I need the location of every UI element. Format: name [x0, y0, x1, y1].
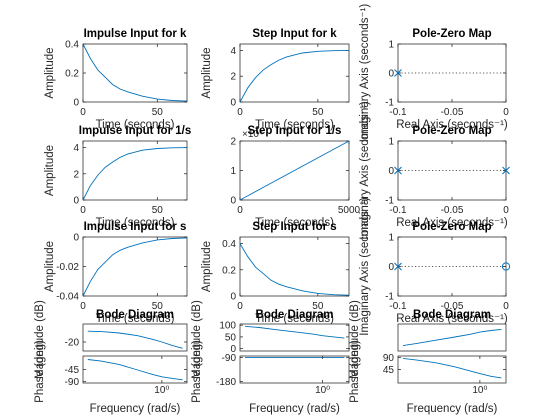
y-axis-label: Phase (deg)	[349, 340, 361, 403]
y-axis-label: Amplitude	[201, 47, 213, 98]
x-tick-label: 0	[237, 107, 243, 118]
y-tick-label: 1	[388, 137, 394, 148]
phase-frame	[240, 356, 349, 383]
y-tick-label: -90	[222, 353, 237, 364]
axes-title: Impulse Input for k	[84, 28, 187, 40]
y-tick-label: -90	[65, 377, 80, 388]
y-tick-label: 1	[230, 166, 236, 177]
x-tick-label: 0	[80, 205, 86, 216]
y-tick-label: 0	[73, 233, 79, 244]
magnitude-frame	[83, 324, 187, 351]
plot-frame	[83, 44, 187, 102]
axes-title: Bode Diagram	[96, 309, 174, 321]
y-tick-label: 0	[73, 98, 79, 109]
y-axis-label: Amplitude	[201, 241, 213, 292]
axes-title: Bode Diagram	[256, 309, 334, 321]
axes-title: Impulse Input for 1/s	[79, 125, 191, 137]
axes-title: Pole-Zero Map	[412, 125, 491, 137]
plot-frame	[240, 44, 349, 102]
y-tick-label: 0	[73, 196, 79, 207]
y-tick-label: 100	[219, 321, 236, 332]
x-axis-label: Frequency (rad/s)	[407, 403, 498, 415]
x-tick-label: 0	[80, 107, 86, 118]
y-tick-label: 0.4	[222, 239, 236, 250]
y-tick-label: 0	[230, 98, 236, 109]
y-tick-label: 90	[383, 353, 395, 364]
x-axis-label: Frequency (rad/s)	[249, 403, 340, 415]
plot-frame	[240, 237, 349, 296]
y-axis-label: Amplitude	[44, 47, 56, 98]
axes-title: Step Input for s	[252, 221, 336, 233]
y-tick-label: 0	[388, 166, 394, 177]
x-tick-label: 10⁰	[315, 385, 330, 396]
y-axis-label: Amplitude	[44, 145, 56, 196]
x-tick-label: -0.1	[389, 107, 407, 118]
x-tick-label: -0.05	[441, 205, 464, 216]
y-tick-label: 1	[388, 40, 394, 51]
x-tick-label: 10⁰	[154, 385, 169, 396]
x-tick-label: 0	[503, 301, 509, 312]
y-tick-label: 2	[230, 137, 236, 148]
axes-title: Impulse Input for s	[84, 221, 187, 233]
x-tick-label: 5000	[338, 205, 361, 216]
y-axis-label: Phase (deg)	[34, 340, 46, 403]
x-axis-label: Frequency (rad/s)	[90, 403, 181, 415]
axes-title: Pole-Zero Map	[412, 28, 491, 40]
y-tick-label: 0	[388, 262, 394, 273]
y-tick-label: -45	[65, 365, 80, 376]
y-tick-label: 0	[388, 69, 394, 80]
axes-title: Step Input for k	[252, 28, 337, 40]
x-tick-label: 50	[152, 205, 164, 216]
y-axis-label: Amplitude	[44, 241, 56, 292]
magnitude-frame	[240, 324, 349, 351]
y-tick-label: 0.2	[65, 69, 79, 80]
y-tick-label: 2	[230, 72, 236, 83]
y-tick-label: 0.2	[222, 265, 236, 276]
x-tick-label: -0.1	[389, 301, 407, 312]
y-tick-label: 0	[230, 292, 236, 303]
y-tick-label: 0	[230, 196, 236, 207]
y-tick-label: 4	[73, 143, 79, 154]
x-tick-label: 0	[237, 205, 243, 216]
x-tick-label: 0	[80, 301, 86, 312]
x-tick-label: 0	[237, 301, 243, 312]
y-tick-label: -20	[65, 338, 80, 349]
axes-title: Pole-Zero Map	[412, 221, 491, 233]
x-tick-label: 0	[503, 107, 509, 118]
x-tick-label: 10⁰	[472, 385, 487, 396]
x-tick-label: 50	[152, 107, 164, 118]
y-axis-label: Phase (deg)	[191, 340, 203, 403]
y-tick-label: -0.04	[56, 292, 79, 303]
x-tick-label: 50	[312, 107, 324, 118]
plot-frame	[83, 141, 187, 200]
y-tick-label: -0.02	[56, 262, 79, 273]
x-tick-label: 0	[503, 205, 509, 216]
axes-title: Bode Diagram	[413, 309, 491, 321]
plot-frame	[83, 237, 187, 296]
x-tick-label: -0.1	[389, 205, 407, 216]
y-tick-label: 45	[383, 365, 395, 376]
x-tick-label: -0.05	[441, 107, 464, 118]
y-tick-label: 0.4	[65, 40, 79, 51]
y-tick-label: -180	[216, 377, 236, 388]
y-tick-label: 4	[230, 46, 236, 57]
axes-title: Step Input for 1/s	[248, 125, 342, 137]
y-tick-label: 2	[73, 169, 79, 180]
y-tick-label: 50	[225, 332, 237, 343]
y-tick-label: 1	[388, 233, 394, 244]
